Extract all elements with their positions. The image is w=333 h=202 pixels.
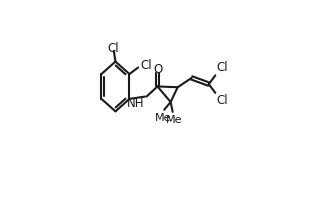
- Text: O: O: [154, 63, 163, 76]
- Text: Cl: Cl: [141, 59, 152, 72]
- Text: Cl: Cl: [108, 42, 119, 55]
- Text: Me: Me: [166, 115, 182, 125]
- Text: Cl: Cl: [216, 61, 228, 74]
- Text: Me: Me: [155, 113, 171, 123]
- Text: Cl: Cl: [216, 94, 228, 107]
- Text: NH: NH: [127, 97, 144, 110]
